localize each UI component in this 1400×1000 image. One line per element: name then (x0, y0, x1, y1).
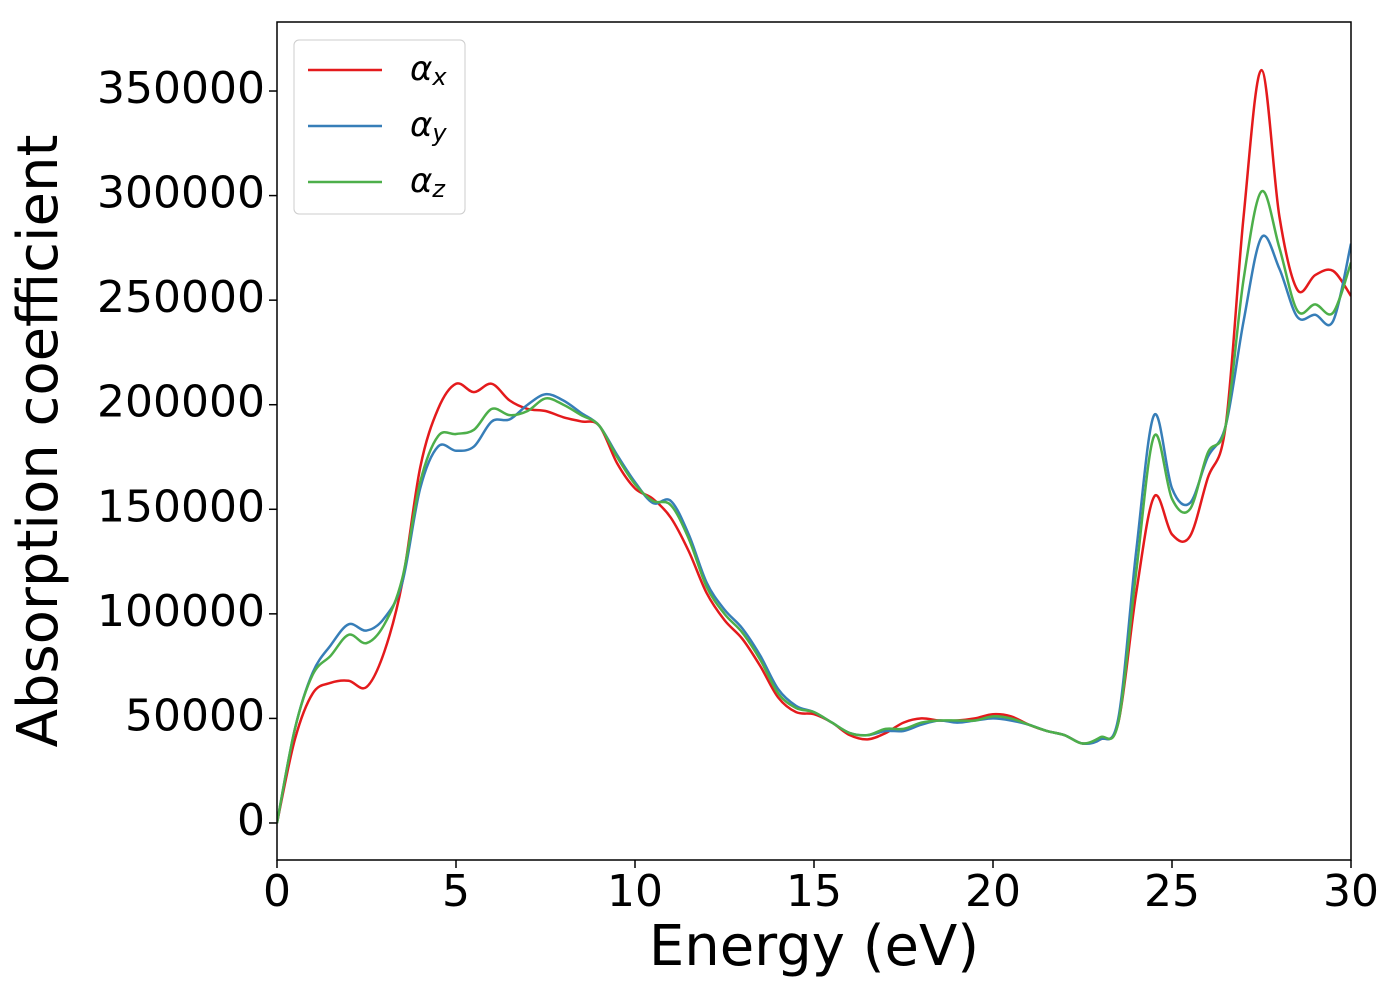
x-tick-label: 0 (263, 866, 291, 917)
y-tick-label: 0 (237, 795, 265, 846)
series-line (277, 190, 1351, 824)
legend-label: αx (410, 49, 447, 92)
legend-label: αy (410, 105, 447, 148)
y-tick-label: 150000 (97, 481, 265, 532)
x-tick-label: 5 (442, 866, 470, 917)
x-axis-label: Energy (eV) (649, 914, 979, 979)
x-tick-label: 20 (965, 866, 1021, 917)
x-tick-label: 10 (607, 866, 663, 917)
y-tick-label: 100000 (97, 586, 265, 637)
y-tick-label: 250000 (97, 272, 265, 323)
x-tick-label: 15 (786, 866, 842, 917)
y-tick-label: 350000 (97, 63, 265, 114)
series-line (277, 234, 1351, 824)
x-tick-label: 30 (1323, 866, 1379, 917)
legend-label: αz (410, 161, 446, 204)
y-tick-label: 300000 (97, 168, 265, 219)
y-tick-label: 200000 (97, 377, 265, 428)
y-tick-label: 50000 (125, 690, 265, 741)
x-tick-label: 25 (1144, 866, 1200, 917)
plot-frame (276, 21, 1352, 861)
y-axis-label: Absorption coefficient (6, 135, 71, 748)
